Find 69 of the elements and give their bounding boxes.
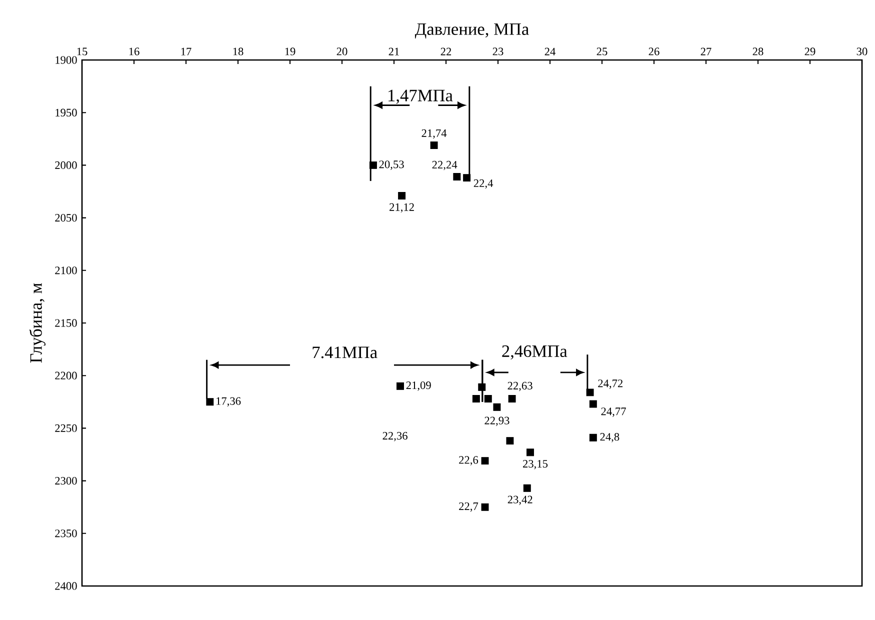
annotation: 21,74 <box>422 129 447 139</box>
annotation: 22,36 <box>382 432 408 442</box>
point <box>481 503 489 511</box>
point <box>472 395 480 402</box>
y-tick-label: 2100 <box>55 266 77 274</box>
point <box>523 484 531 492</box>
x-tick-label: 22 <box>440 48 452 56</box>
point <box>508 395 516 402</box>
y-tick-label: 1950 <box>56 108 77 116</box>
x-axis-title: Давление, МПа <box>414 23 529 38</box>
x-tick-label: 23 <box>492 48 504 56</box>
annotation: 23,42 <box>508 496 532 505</box>
annotation: 2,46МПа <box>502 345 568 360</box>
x-tick-label: 19 <box>285 48 296 56</box>
annotation: 24,77 <box>601 408 626 417</box>
annotation: 1,47МПа <box>388 90 453 104</box>
point <box>506 437 514 445</box>
annotation: 21,09 <box>406 381 431 391</box>
y-tick-label: 2250 <box>55 424 77 432</box>
x-tick-label: 20 <box>336 48 348 56</box>
point <box>589 400 597 408</box>
point <box>493 403 501 411</box>
x-tick-label: 17 <box>181 48 192 56</box>
point <box>586 388 594 396</box>
x-tick-label: 15 <box>77 48 88 56</box>
x-tick-label: 30 <box>856 48 868 56</box>
x-tick-label: 25 <box>596 48 608 56</box>
x-tick-label: 28 <box>752 48 764 56</box>
point <box>369 161 377 169</box>
annotation: 22,93 <box>484 416 510 426</box>
point <box>478 383 486 391</box>
annotation: 23,15 <box>522 460 548 470</box>
y-tick-label: 2200 <box>55 372 77 380</box>
x-tick-label: 27 <box>700 48 712 56</box>
x-tick-label: 26 <box>648 48 660 56</box>
annotation: 7.41МПа <box>312 346 378 358</box>
annotation: 20,53 <box>379 160 404 170</box>
y-tick-label: 2350 <box>55 530 77 538</box>
x-tick-label: 21 <box>388 48 399 56</box>
y-tick-label: 2150 <box>55 319 77 327</box>
point <box>484 395 492 402</box>
point <box>589 434 597 442</box>
point <box>398 192 406 200</box>
annotation: 22,6 <box>459 456 478 466</box>
annotation: 21,12 <box>390 203 414 213</box>
point <box>481 457 489 465</box>
x-tick-label: 24 <box>544 48 556 56</box>
annotation: 22,63 <box>508 382 532 392</box>
point <box>206 398 214 406</box>
point <box>453 173 461 181</box>
y-tick-label: 2400 <box>55 582 77 590</box>
y-tick-label: 2050 <box>55 214 77 222</box>
point <box>463 174 471 182</box>
x-tick-label: 16 <box>129 48 140 56</box>
annotation: 22,24 <box>432 160 458 170</box>
annotation: 17,36 <box>216 397 241 407</box>
y-axis-title: Глубина, м <box>29 283 46 363</box>
point <box>430 141 438 149</box>
y-tick-label: 1900 <box>56 56 77 64</box>
annotation: 24,72 <box>598 380 623 389</box>
x-tick-label: 29 <box>804 48 816 56</box>
y-tick-label: 2300 <box>55 476 77 485</box>
point <box>526 448 534 456</box>
annotation: 22,7 <box>459 502 478 512</box>
annotation: 22,4 <box>474 179 494 189</box>
x-tick-label: 18 <box>233 48 244 56</box>
point <box>396 382 404 390</box>
y-tick-label: 2000 <box>55 161 77 170</box>
annotation: 24,8 <box>600 433 620 442</box>
